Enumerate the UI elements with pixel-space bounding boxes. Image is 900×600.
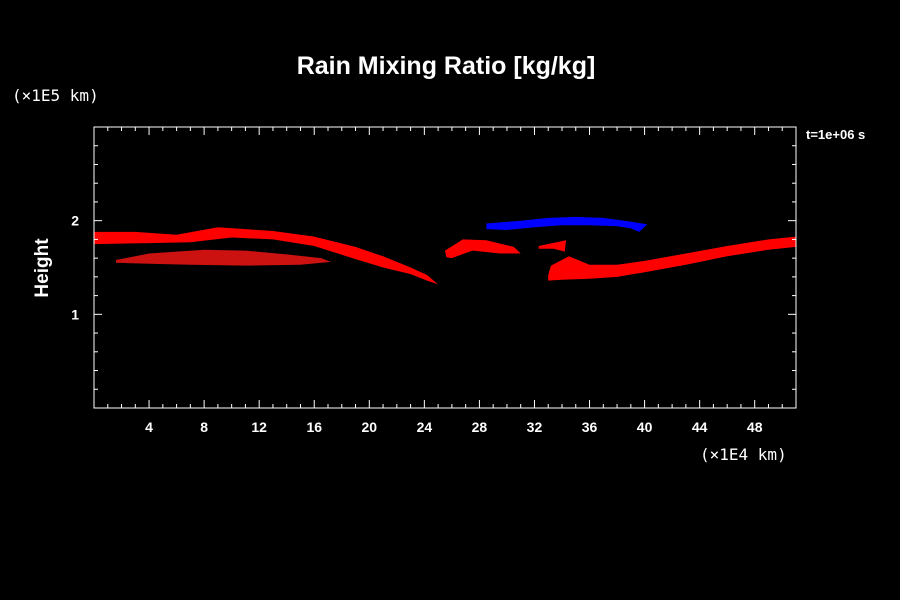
contour-region-5: [548, 236, 796, 281]
contour-region-2: [116, 249, 331, 266]
x-tick-label: 32: [527, 419, 543, 435]
time-label: t=1e+06 s: [806, 127, 865, 142]
x-tick-label: 28: [472, 419, 488, 435]
x-axis-unit: (×1E4 km): [700, 445, 787, 464]
x-tick-label: 24: [417, 419, 433, 435]
y-axis-label: Height: [32, 238, 53, 298]
x-tick-label: 16: [306, 419, 322, 435]
x-tick-label: 20: [362, 419, 378, 435]
plot-frame: [93, 126, 797, 409]
y-axis-unit: (×1E5 km): [12, 86, 99, 105]
contour-region-1: [94, 227, 439, 285]
axis-ticks: [94, 127, 796, 408]
x-tick-label: 4: [145, 419, 153, 435]
y-tick-label: 1: [71, 306, 79, 322]
contour-region-4: [538, 240, 567, 252]
x-tick-label: 44: [692, 419, 708, 435]
x-tick-label: 12: [251, 419, 267, 435]
rain-contours: [94, 216, 796, 285]
contour-region-3: [445, 239, 521, 259]
contour-region-6: [486, 216, 648, 232]
x-tick-label: 40: [637, 419, 653, 435]
x-tick-labels: 4 8 12 16 20 24 28 32 36 40 44 48: [145, 419, 763, 435]
y-tick-label: 2: [71, 213, 79, 229]
x-tick-label: 36: [582, 419, 598, 435]
y-tick-labels: 12: [71, 213, 79, 323]
x-tick-label: 8: [200, 419, 208, 435]
chart-title: Rain Mixing Ratio [kg/kg]: [297, 52, 596, 80]
x-tick-label: 48: [747, 419, 763, 435]
